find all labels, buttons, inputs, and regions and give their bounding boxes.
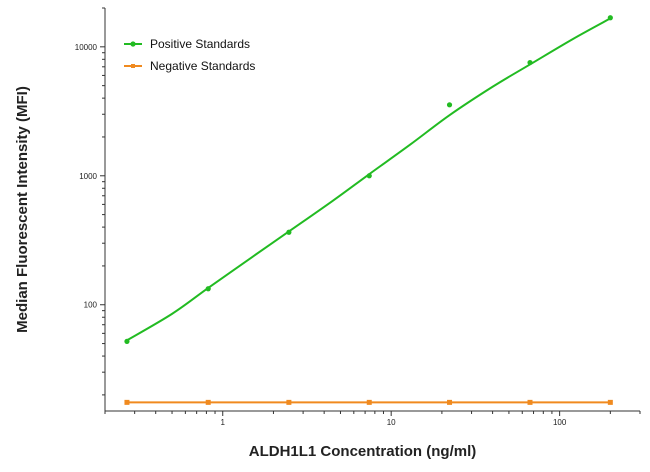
y-tick-label: 1000: [79, 172, 97, 181]
positive-point: [527, 59, 533, 66]
x-tick-label: 10: [387, 418, 396, 427]
legend-item-negative: Negative Standards: [124, 59, 255, 73]
legend-positive-label: Positive Standards: [150, 37, 250, 51]
x-tick-label: 1: [221, 418, 226, 427]
legend-negative-label: Negative Standards: [150, 59, 255, 73]
x-axis-title: ALDH1L1 Concentration (ng/ml): [249, 443, 477, 460]
y-tick-label: 100: [84, 301, 98, 310]
negative-point: [124, 399, 130, 405]
legend-item-positive: Positive Standards: [124, 37, 250, 51]
plot-area: [124, 15, 613, 405]
positive-point: [366, 173, 372, 179]
positive-point: [124, 338, 130, 344]
negative-point: [205, 399, 211, 405]
negative-point: [366, 399, 372, 405]
ticks: 1 10 100 100 1000 10000: [75, 7, 641, 427]
negative-point: [447, 399, 453, 405]
positive-point: [607, 15, 613, 21]
positive-point: [205, 286, 211, 292]
positive-point: [446, 102, 453, 108]
legend-negative-marker: [131, 64, 135, 68]
negative-point: [607, 399, 613, 405]
legend-positive-marker: [130, 41, 136, 47]
y-axis-title: Median Fluorescent Intensity (MFI): [14, 86, 31, 333]
negative-point: [286, 399, 292, 405]
legend: Positive Standards Negative Standards: [124, 37, 255, 73]
y-tick-label: 10000: [75, 43, 98, 52]
x-tick-label: 100: [553, 418, 567, 427]
negative-point: [527, 399, 533, 405]
positive-point: [286, 229, 292, 235]
